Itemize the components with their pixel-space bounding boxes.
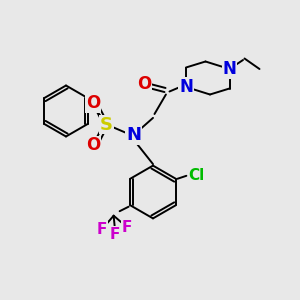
Text: N: N	[126, 126, 141, 144]
Text: F: F	[96, 222, 107, 237]
Text: N: N	[223, 60, 236, 78]
Text: Cl: Cl	[189, 168, 205, 183]
Text: F: F	[110, 227, 120, 242]
Text: O: O	[137, 75, 151, 93]
Text: F: F	[122, 220, 132, 235]
Text: N: N	[179, 78, 193, 96]
Text: S: S	[100, 116, 113, 134]
Text: O: O	[86, 136, 100, 154]
Text: O: O	[86, 94, 100, 112]
